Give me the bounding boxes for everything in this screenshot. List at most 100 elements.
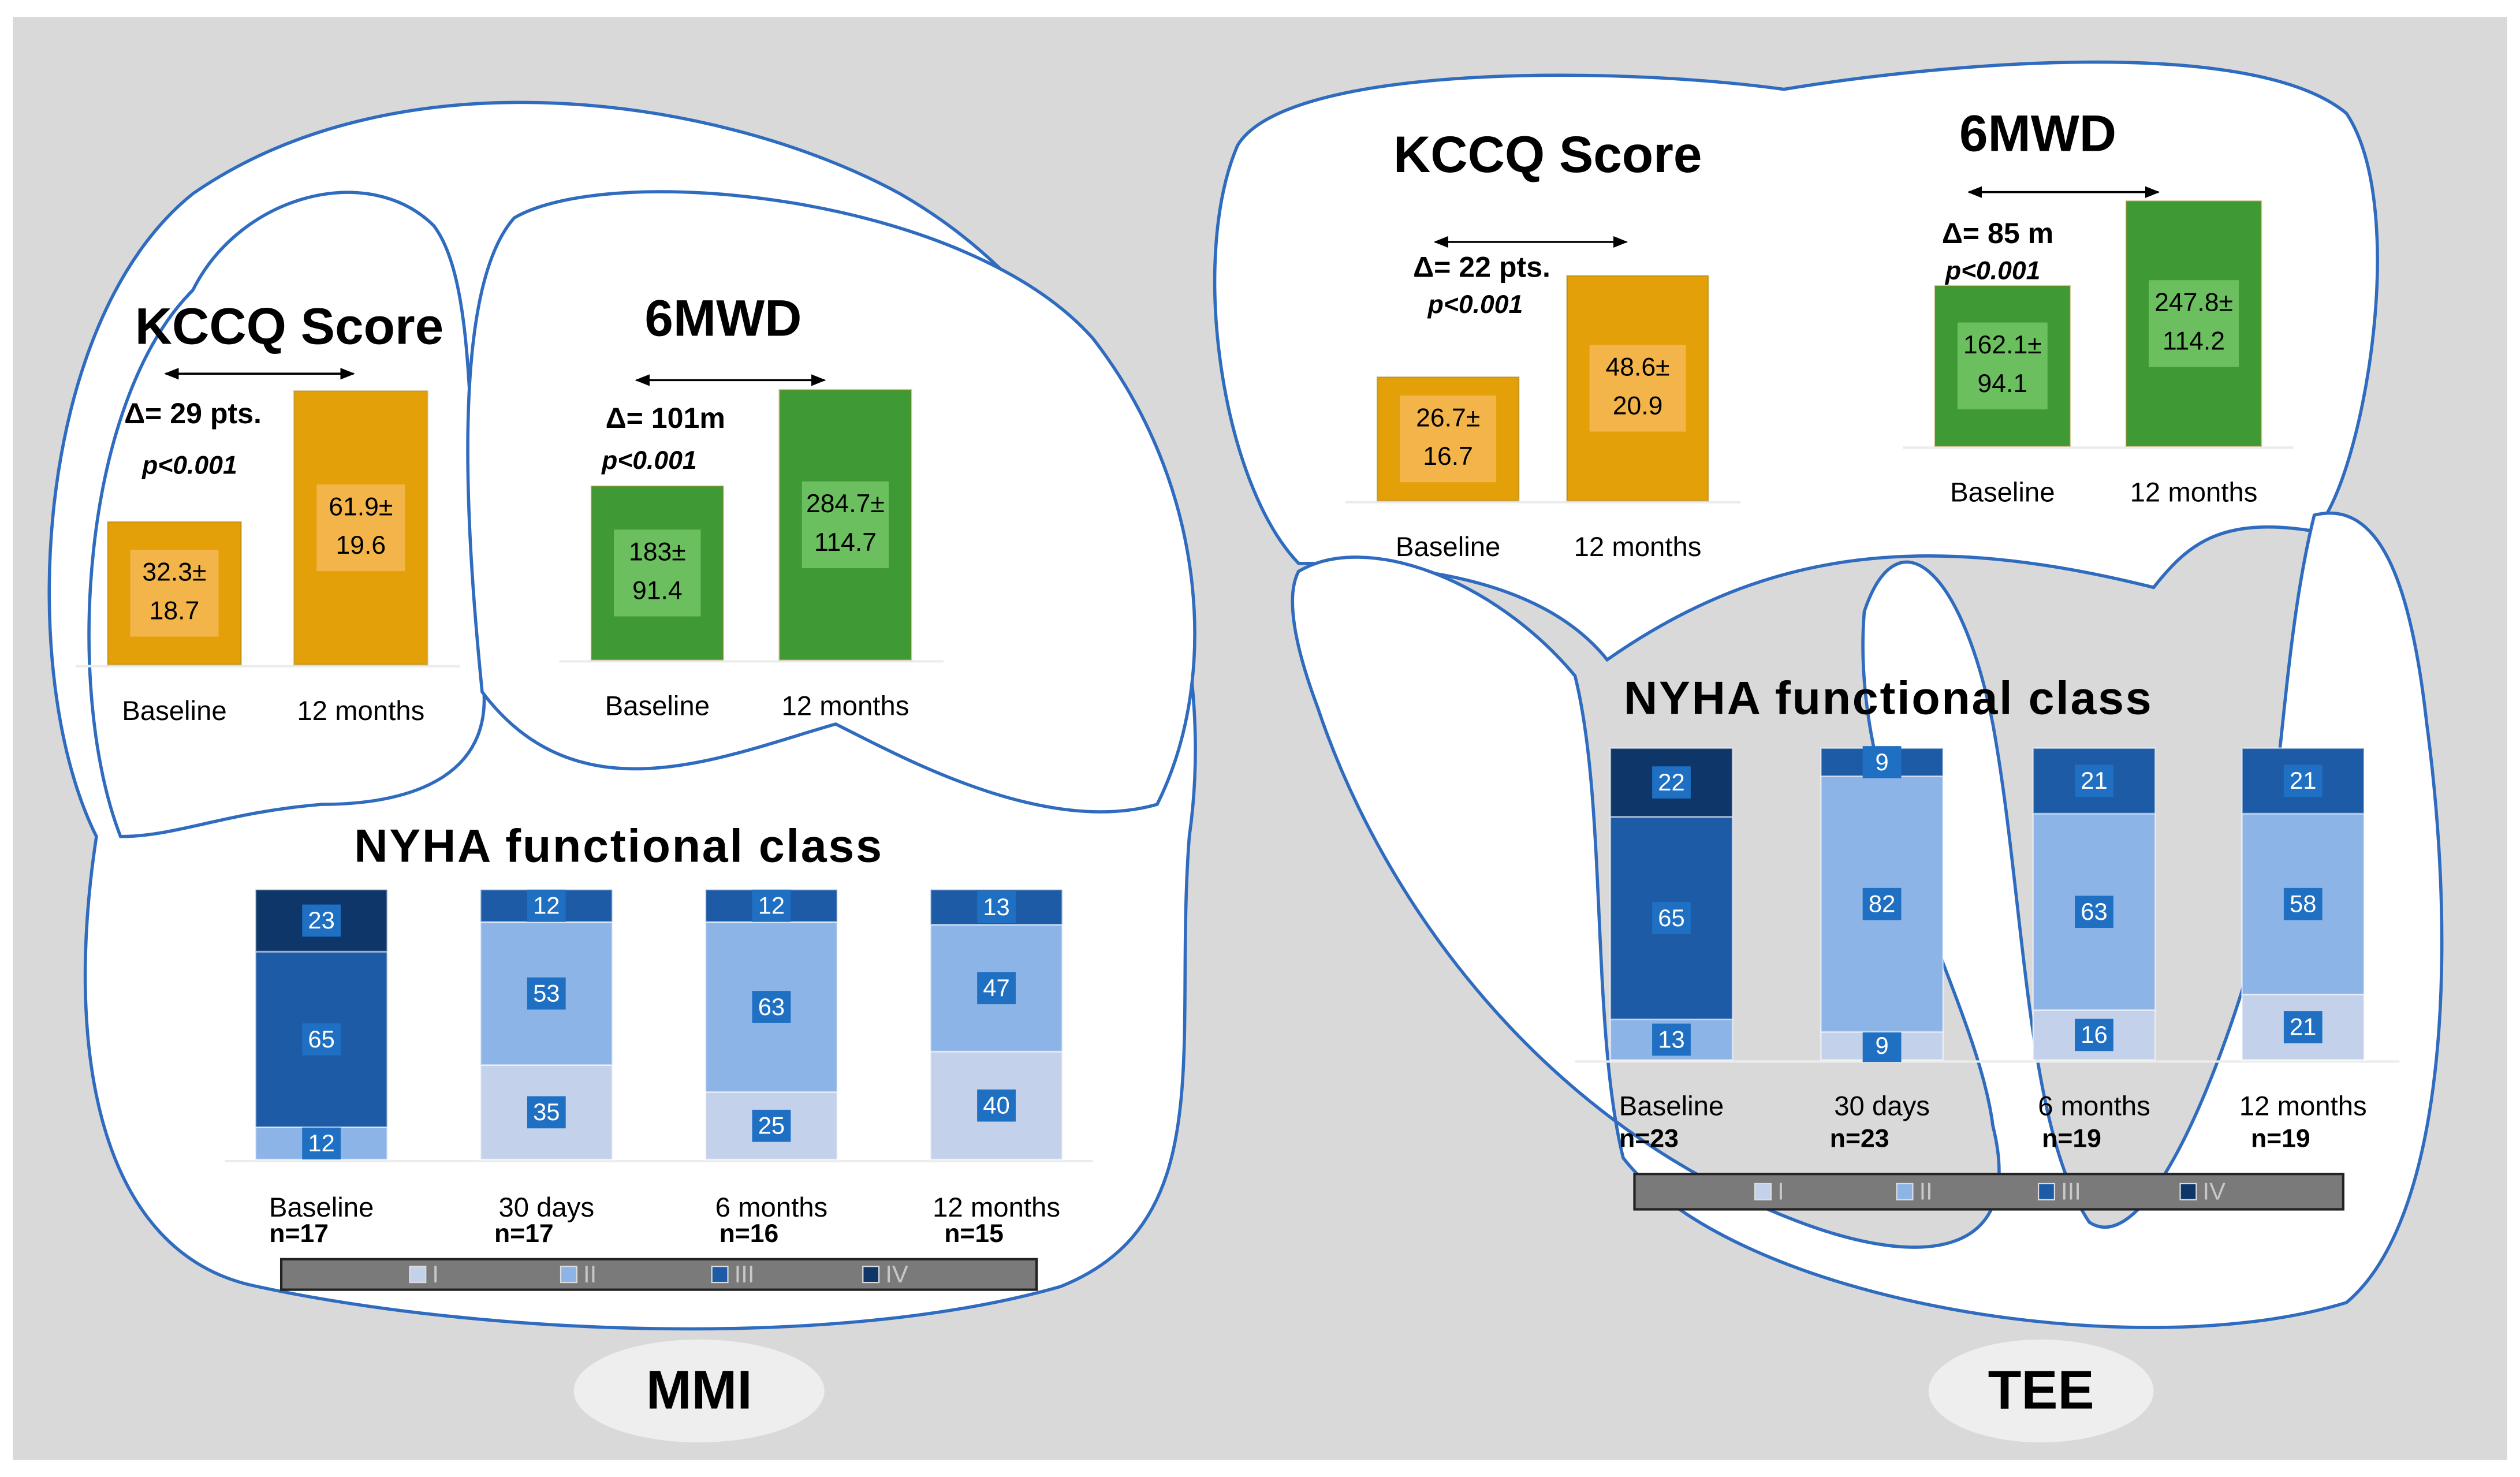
legend-label: III xyxy=(2061,1178,2081,1205)
chart-title: 6MWD xyxy=(1959,105,2116,162)
sd-label: 94.1 xyxy=(1978,370,2028,398)
segment-label-box xyxy=(752,991,791,1023)
n-label: n=19 xyxy=(2251,1125,2310,1153)
x-tick-label: Baseline xyxy=(605,691,710,722)
segment-label: 9 xyxy=(1875,748,1888,775)
x-tick-label: 30 days xyxy=(498,1192,594,1223)
segment-label-box xyxy=(977,1089,1016,1122)
sd-label: 20.9 xyxy=(1613,391,1663,420)
legend xyxy=(279,1258,1038,1291)
legend xyxy=(1633,1173,2344,1211)
legend-swatch xyxy=(862,1266,880,1284)
chart-title: 6MWD xyxy=(644,289,802,347)
segment-label: 13 xyxy=(983,893,1009,920)
p-value: p<0.001 xyxy=(601,446,697,475)
segment-label: 22 xyxy=(1658,769,1684,796)
segment-label-box xyxy=(752,889,791,922)
sd-label: 18.7 xyxy=(150,597,200,625)
segment-label: 53 xyxy=(533,979,560,1006)
chart-title: KCCQ Score xyxy=(1393,125,1702,183)
sd-label: 114.2 xyxy=(2163,327,2225,356)
x-tick-label: 30 days xyxy=(1834,1091,1930,1122)
x-tick-label: 6 months xyxy=(2038,1091,2150,1122)
value-label: 61.9± xyxy=(329,493,393,521)
legend-swatch xyxy=(409,1266,427,1284)
n-label: n=15 xyxy=(944,1219,1004,1248)
value-label-box xyxy=(316,484,405,572)
panel-label: TEE xyxy=(1988,1360,2094,1421)
segment-label-box xyxy=(1862,887,1902,920)
value-label: 284.7± xyxy=(806,490,885,518)
legend-swatch xyxy=(2179,1183,2197,1200)
n-label: n=23 xyxy=(1830,1125,1889,1153)
segment-label: 63 xyxy=(758,993,785,1020)
n-label: n=17 xyxy=(494,1219,554,1248)
segment-label-box xyxy=(752,1109,791,1142)
value-label: 247.8± xyxy=(2154,289,2233,317)
n-label: n=23 xyxy=(1619,1125,1679,1153)
annotation: Δ= 29 pts. xyxy=(124,397,262,430)
sd-label: 114.7 xyxy=(814,528,877,557)
segment-label: 58 xyxy=(2290,890,2316,917)
n-label: n=17 xyxy=(269,1219,329,1248)
segment-label: 65 xyxy=(308,1025,334,1053)
segment-label: 63 xyxy=(2081,898,2107,925)
x-tick-label: 12 months xyxy=(297,696,424,726)
segment-label-box xyxy=(2283,887,2323,920)
segment-label: 12 xyxy=(308,1129,334,1157)
segment-label-box xyxy=(2075,764,2113,797)
value-label-box xyxy=(1589,345,1686,432)
segment-label-box xyxy=(2075,1019,2113,1051)
segment-label: 23 xyxy=(308,907,334,934)
segment-label: 13 xyxy=(1658,1025,1684,1053)
value-label-box xyxy=(130,550,219,637)
chart-title: NYHA functional class xyxy=(354,820,883,872)
sd-label: 91.4 xyxy=(632,577,683,605)
value-label: 183± xyxy=(629,538,686,566)
p-value: p<0.001 xyxy=(141,451,237,479)
chart-title: KCCQ Score xyxy=(135,297,443,355)
segment-label-box xyxy=(302,904,341,937)
value-label-box xyxy=(802,481,889,569)
segment-label: 12 xyxy=(758,892,785,919)
segment-label: 65 xyxy=(1658,904,1684,931)
segment-label-box xyxy=(527,889,566,922)
segment-label-box xyxy=(1862,746,1902,778)
p-value: p<0.001 xyxy=(1945,257,2041,285)
legend-swatch xyxy=(1896,1183,1914,1200)
x-tick-label: 6 months xyxy=(715,1192,828,1223)
value-label-box xyxy=(2149,280,2239,367)
x-tick-label: Baseline xyxy=(1950,477,2055,508)
chart-title: NYHA functional class xyxy=(1624,672,2153,724)
legend-label: IV xyxy=(2203,1178,2226,1205)
segment-label-box xyxy=(302,1023,341,1055)
panel-label: MMI xyxy=(646,1360,752,1421)
legend-label: I xyxy=(432,1260,439,1288)
segment-label: 21 xyxy=(2290,767,2316,794)
x-tick-label: 12 months xyxy=(2130,477,2258,508)
segment-label: 16 xyxy=(2081,1021,2107,1048)
sd-label: 19.6 xyxy=(335,531,386,560)
segment-label-box xyxy=(1862,1030,1902,1062)
legend-swatch xyxy=(1754,1183,1772,1200)
legend-label: IV xyxy=(885,1260,908,1288)
segment-label-box xyxy=(2075,896,2113,928)
n-label: n=19 xyxy=(2042,1125,2101,1153)
segment-label: 40 xyxy=(983,1091,1009,1118)
annotation: Δ= 85 m xyxy=(1942,217,2053,249)
legend-swatch xyxy=(560,1266,577,1284)
annotation: Δ= 101m xyxy=(606,402,725,434)
segment-label-box xyxy=(2283,1011,2323,1043)
segment-label-box xyxy=(1652,766,1691,799)
value-label: 32.3± xyxy=(142,558,206,587)
segment-label-box xyxy=(302,1127,341,1159)
segment-label: 82 xyxy=(1869,890,1895,917)
value-label: 48.6± xyxy=(1606,353,1670,382)
legend-swatch xyxy=(2037,1183,2056,1200)
segment-label: 47 xyxy=(983,974,1009,1001)
legend-swatch xyxy=(711,1266,729,1284)
segment-label: 25 xyxy=(758,1112,785,1139)
segment-label-box xyxy=(977,891,1016,923)
